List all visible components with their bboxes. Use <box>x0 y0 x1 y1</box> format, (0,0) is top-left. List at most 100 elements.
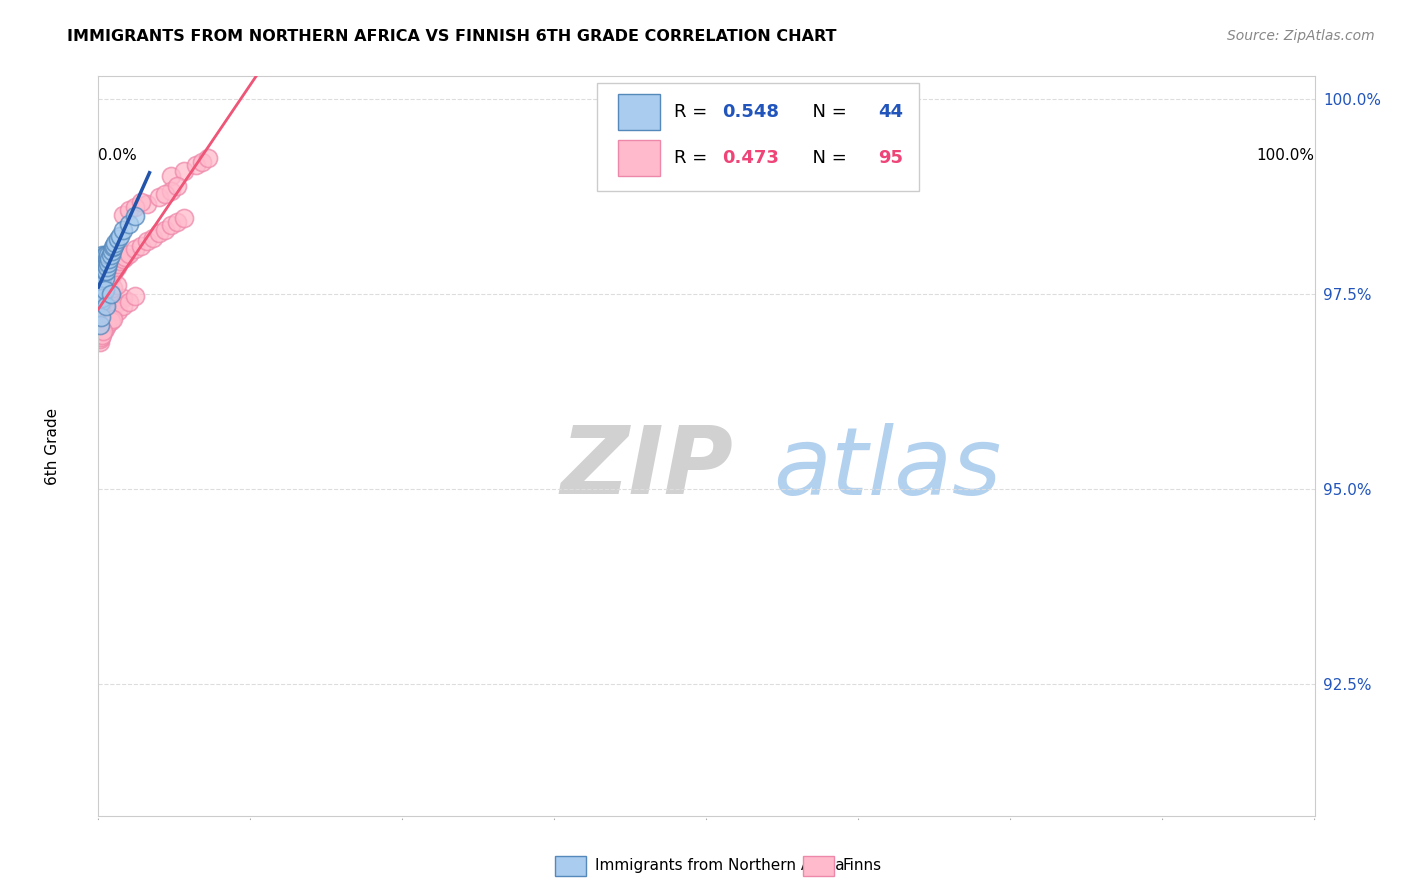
Point <box>110 228 132 243</box>
Text: 100.0%: 100.0% <box>1257 148 1315 163</box>
Point <box>90 327 112 342</box>
Text: 95: 95 <box>877 149 903 167</box>
Text: 6th Grade: 6th Grade <box>45 408 59 484</box>
Point <box>93 310 115 325</box>
Point <box>129 238 152 252</box>
Point <box>160 169 183 183</box>
Point <box>91 291 114 305</box>
Point <box>91 279 114 293</box>
Point <box>91 279 114 293</box>
Point <box>107 232 129 246</box>
Point <box>100 248 122 262</box>
Point <box>97 256 120 270</box>
Point <box>98 271 121 285</box>
Point <box>105 260 128 274</box>
Point <box>101 281 124 295</box>
Point <box>89 263 111 277</box>
Text: N =: N = <box>801 149 853 167</box>
Point <box>100 285 122 300</box>
Point <box>155 223 177 237</box>
Point <box>89 263 111 277</box>
Point <box>91 325 114 339</box>
Point <box>148 226 170 240</box>
Point <box>103 238 125 252</box>
Point <box>107 304 129 318</box>
Point <box>91 256 114 270</box>
Point <box>91 263 114 277</box>
Point <box>173 164 195 178</box>
Point <box>111 208 134 222</box>
Point <box>89 332 111 346</box>
Point <box>124 209 146 223</box>
Point <box>101 265 124 279</box>
Text: 0.473: 0.473 <box>723 149 779 167</box>
Point <box>118 294 141 309</box>
Point <box>111 291 134 305</box>
Text: 44: 44 <box>877 103 903 121</box>
Point <box>160 184 183 198</box>
Point <box>97 248 120 262</box>
Point <box>94 277 117 292</box>
Point <box>101 240 124 254</box>
Point <box>111 252 134 266</box>
Point <box>98 312 121 326</box>
Point <box>105 296 128 310</box>
Point <box>103 263 125 277</box>
Text: Finns: Finns <box>842 858 882 872</box>
Point <box>97 273 120 287</box>
Point <box>91 269 114 284</box>
Point <box>90 268 112 282</box>
Point <box>94 263 117 277</box>
Text: atlas: atlas <box>773 423 1001 514</box>
Point <box>136 197 159 211</box>
Point <box>160 219 183 233</box>
Point <box>105 277 128 292</box>
Point <box>100 269 122 284</box>
Point <box>114 250 136 264</box>
Point <box>91 248 114 262</box>
Point <box>96 318 118 333</box>
Point <box>104 236 127 251</box>
Point <box>89 279 111 293</box>
Point <box>91 262 114 277</box>
Point <box>91 260 114 274</box>
Point <box>93 296 115 310</box>
Point <box>97 288 120 302</box>
Text: R =: R = <box>673 103 713 121</box>
Point <box>90 276 112 290</box>
Point <box>91 277 114 292</box>
Point <box>89 318 111 333</box>
Point <box>129 195 152 210</box>
Point <box>91 327 114 342</box>
Point <box>94 256 117 270</box>
Point <box>184 158 207 172</box>
Point <box>91 322 114 336</box>
Point <box>96 276 118 290</box>
Point <box>90 330 112 344</box>
Text: ZIP: ZIP <box>561 422 734 514</box>
Point <box>91 302 114 317</box>
FancyBboxPatch shape <box>598 83 920 191</box>
Point <box>98 263 121 277</box>
Point <box>96 252 118 266</box>
Point <box>91 252 114 266</box>
FancyBboxPatch shape <box>617 95 661 130</box>
Point <box>91 309 114 323</box>
Point <box>97 294 120 309</box>
Point <box>93 318 115 333</box>
Point <box>91 271 114 285</box>
Point <box>93 281 115 295</box>
Point <box>148 189 170 203</box>
Point <box>94 299 117 313</box>
Point <box>173 211 195 225</box>
Point <box>90 260 112 274</box>
Point <box>91 268 114 282</box>
FancyBboxPatch shape <box>617 140 661 176</box>
Point <box>101 244 124 259</box>
Point <box>118 217 141 231</box>
Point <box>90 283 112 297</box>
Point <box>166 215 188 229</box>
Point <box>91 299 114 313</box>
Point <box>101 268 124 282</box>
Text: R =: R = <box>673 149 713 167</box>
